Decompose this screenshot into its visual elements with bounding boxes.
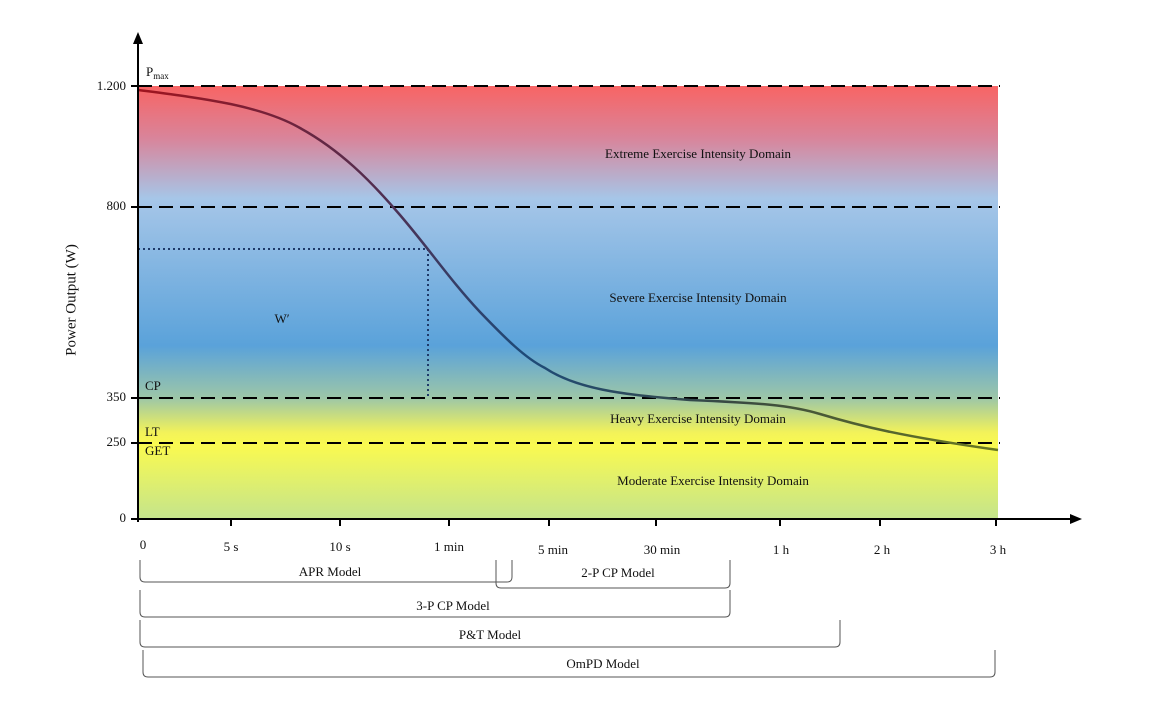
domain-background	[138, 86, 998, 519]
get-label: GET	[145, 443, 170, 458]
x-tick-label: 5 min	[538, 542, 568, 557]
y-tick-label: 350	[107, 389, 127, 404]
y-tick-label: 250	[107, 434, 127, 449]
y-ticks: 1.200 800 350 250 0	[97, 78, 126, 525]
y-tick-label: 0	[120, 510, 127, 525]
power-duration-curve	[137, 88, 999, 452]
model-brackets: APR Model 2-P CP Model 3-P CP Model P&T …	[139, 560, 996, 678]
model-label: OmPD Model	[566, 656, 640, 671]
x-tick-label: 3 h	[990, 542, 1007, 557]
x-tick-label: 5 s	[224, 539, 239, 554]
threshold-lines	[138, 85, 1000, 444]
x-tick-label: 10 s	[329, 539, 350, 554]
model-label: APR Model	[299, 564, 362, 579]
domain-label: Moderate Exercise Intensity Domain	[617, 473, 809, 488]
w-prime-label: W′	[274, 311, 289, 326]
y-axis-label: Power Output (W)	[63, 244, 79, 356]
domain-labels: Extreme Exercise Intensity Domain Severe…	[605, 146, 809, 488]
domain-label: Extreme Exercise Intensity Domain	[605, 146, 791, 161]
x-tick-label: 1 min	[434, 539, 464, 554]
x-tick-label: 0	[140, 537, 147, 552]
axes	[131, 32, 1082, 526]
model-label: 3-P CP Model	[416, 598, 490, 613]
model-label: 2-P CP Model	[581, 565, 655, 580]
cp-label: CP	[145, 378, 161, 393]
x-tick-label: 30 min	[644, 542, 681, 557]
x-tick-label: 2 h	[874, 542, 891, 557]
domain-label: Heavy Exercise Intensity Domain	[610, 411, 786, 426]
domain-label: Severe Exercise Intensity Domain	[609, 290, 787, 305]
pmax-label: Pmax	[146, 64, 169, 81]
y-tick-label: 1.200	[97, 78, 126, 93]
x-tick-label: 1 h	[773, 542, 790, 557]
model-label: P&T Model	[459, 627, 522, 642]
lt-label: LT	[145, 424, 160, 439]
y-tick-label: 800	[107, 198, 127, 213]
x-ticks: 0 5 s 10 s 1 min 5 min 30 min 1 h 2 h 3 …	[140, 537, 1007, 557]
